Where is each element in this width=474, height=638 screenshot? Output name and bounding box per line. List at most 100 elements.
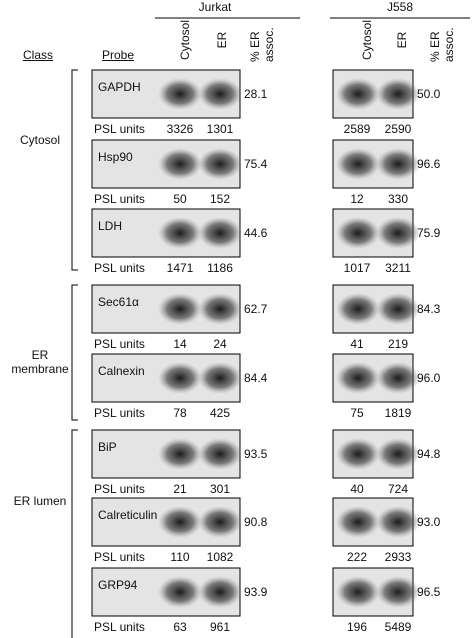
psl-value: 12: [350, 192, 364, 206]
class-label: ER membrane: [11, 348, 69, 376]
psl-value: 1017: [343, 261, 371, 275]
psl-value: 2933: [384, 550, 412, 564]
psl-value: 2589: [343, 122, 371, 136]
psl-value: 110: [170, 550, 190, 564]
pct-er-assoc: 28.1: [244, 87, 268, 101]
psl-label: PSL units: [94, 192, 145, 206]
j558-title: J558: [386, 0, 414, 14]
psl-label: PSL units: [94, 122, 145, 136]
blot-band: [376, 78, 420, 110]
blot-band: [198, 78, 242, 110]
blot-band: [336, 576, 380, 608]
blot-band: [158, 293, 202, 325]
psl-value: 219: [387, 337, 409, 351]
class-label: ER lumen: [13, 494, 67, 508]
psl-value: 3326: [166, 122, 194, 136]
probe-name: Calreticulin: [96, 508, 160, 522]
psl-value: 21: [173, 482, 187, 496]
blot-band: [198, 148, 242, 180]
blot-band: [158, 506, 202, 538]
probe-name: BiP: [96, 440, 119, 454]
class-brackets: [71, 69, 78, 638]
probe-name: Sec61α: [96, 295, 141, 309]
blot-band: [376, 217, 420, 249]
psl-value: 1186: [207, 261, 233, 275]
pct-er-assoc: 96.6: [417, 157, 441, 171]
psl-value: 41: [350, 337, 364, 351]
psl-label: PSL units: [94, 482, 145, 496]
pct-er-assoc: 62.7: [244, 302, 268, 316]
probe-name: GRP94: [96, 578, 140, 592]
blot-band: [158, 438, 202, 470]
psl-value: 330: [387, 192, 409, 206]
blot-band: [336, 506, 380, 538]
probe-name: Calnexin: [96, 364, 147, 378]
psl-value: 2590: [384, 122, 412, 136]
blot-band: [336, 438, 380, 470]
psl-value: 961: [209, 620, 231, 634]
psl-label: PSL units: [94, 261, 145, 275]
psl-value: 196: [346, 620, 368, 634]
pct-er-assoc: 93.9: [244, 585, 268, 599]
class-label: Cytosol: [19, 133, 60, 147]
pct-er-assoc: 75.4: [244, 157, 268, 171]
psl-value: 24: [213, 337, 227, 351]
probe-name: Hsp90: [96, 150, 135, 164]
psl-value: 63: [173, 620, 187, 634]
blot-band: [158, 362, 202, 394]
psl-value: 14: [173, 337, 187, 351]
blot-band: [376, 148, 420, 180]
blot-band: [336, 78, 380, 110]
class-header: Class: [22, 48, 54, 62]
blot-band: [376, 293, 420, 325]
pct-er-assoc: 93.0: [417, 515, 441, 529]
jurkat-title: Jurkat: [198, 0, 232, 14]
pct-er-assoc: 96.0: [417, 371, 441, 385]
blot-band: [376, 506, 420, 538]
probe-name: LDH: [96, 219, 125, 233]
probe-name: GAPDH: [96, 80, 143, 94]
blot-band: [336, 148, 380, 180]
pct-er-assoc: 84.4: [244, 371, 268, 385]
psl-value: 1471: [166, 261, 194, 275]
psl-value: 3211: [385, 261, 411, 275]
psl-label: PSL units: [94, 406, 145, 420]
blot-band: [198, 438, 242, 470]
pct-er-assoc: 96.5: [417, 585, 441, 599]
psl-label: PSL units: [94, 550, 145, 564]
psl-value: 222: [346, 550, 368, 564]
psl-label: PSL units: [94, 337, 145, 351]
column-label: Cytosol: [178, 19, 192, 61]
column-label: Cytosol: [360, 19, 374, 61]
psl-label: PSL units: [94, 620, 145, 634]
blots: [91, 69, 420, 617]
psl-value: 301: [209, 482, 231, 496]
blot-band: [198, 293, 242, 325]
psl-value: 724: [387, 482, 409, 496]
column-label: % ER assoc.: [248, 27, 276, 62]
blot-band: [336, 217, 380, 249]
psl-value: 50: [173, 192, 187, 206]
probe-header: Probe: [101, 48, 135, 62]
psl-value: 152: [209, 192, 231, 206]
psl-value: 78: [173, 406, 187, 420]
pct-er-assoc: 93.5: [244, 447, 268, 461]
pct-er-assoc: 75.9: [417, 226, 441, 240]
blot-band: [198, 576, 242, 608]
blot-band: [198, 506, 242, 538]
blot-band: [158, 576, 202, 608]
column-label: % ER assoc.: [428, 27, 456, 62]
psl-value: 425: [209, 406, 231, 420]
blot-band: [376, 362, 420, 394]
blot-band: [198, 217, 242, 249]
pct-er-assoc: 44.6: [244, 226, 268, 240]
blot-band: [376, 576, 420, 608]
pct-er-assoc: 90.8: [244, 515, 268, 529]
blot-band: [336, 293, 380, 325]
pct-er-assoc: 84.3: [417, 302, 441, 316]
pct-er-assoc: 50.0: [417, 87, 441, 101]
blot-band: [376, 438, 420, 470]
blot-band: [336, 362, 380, 394]
column-label: ER: [395, 31, 409, 49]
